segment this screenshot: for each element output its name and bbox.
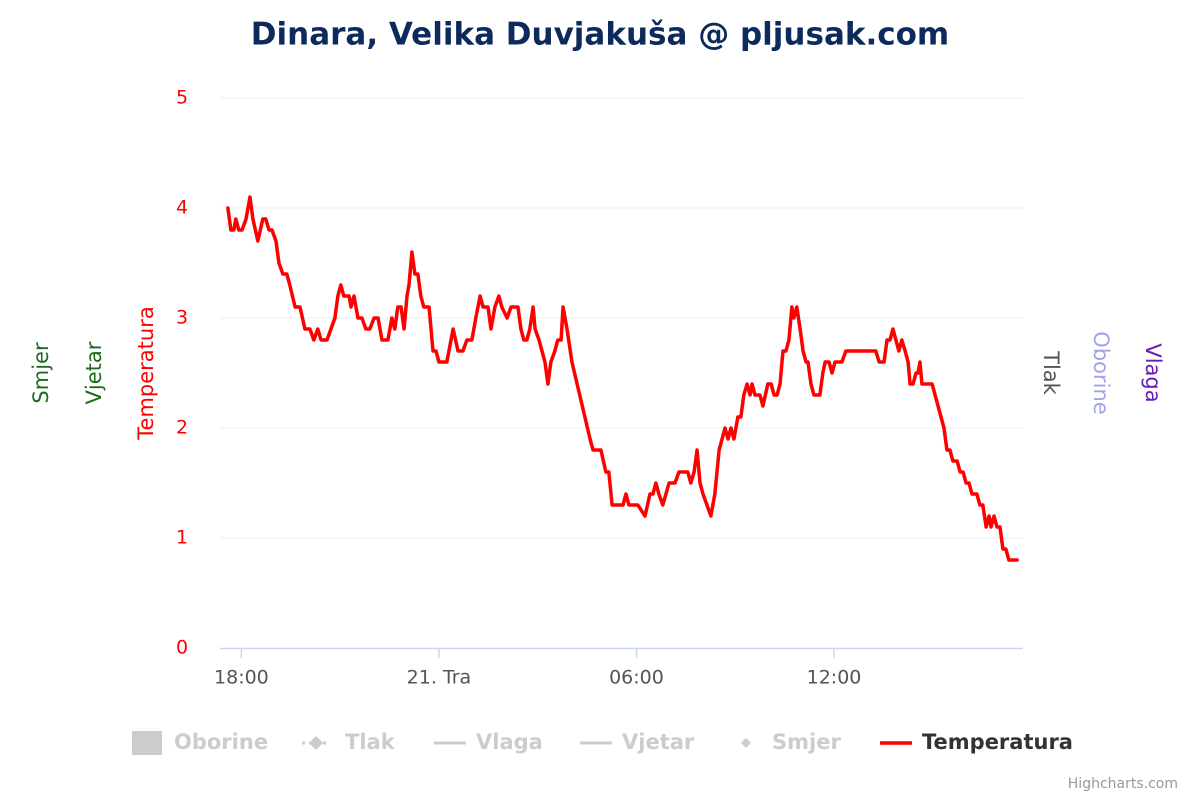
- legend-label[interactable]: Temperatura: [922, 730, 1073, 754]
- y-tick-label: 1: [176, 527, 188, 549]
- legend-symbol: [132, 731, 162, 755]
- y-tick-label: 0: [176, 637, 188, 659]
- x-tick-label: 21. Tra: [407, 667, 472, 689]
- x-tick-label: 06:00: [609, 667, 664, 689]
- chart-title: Dinara, Velika Duvjakuša @ pljusak.com: [251, 17, 949, 53]
- legend-label[interactable]: Vlaga: [476, 730, 543, 754]
- line: [226, 195, 1019, 562]
- axis-title: Smjer: [29, 342, 53, 404]
- axis-title: Oborine: [1089, 331, 1113, 414]
- y-tick-label: 5: [176, 87, 188, 109]
- y-tick-label: 3: [176, 307, 188, 329]
- axis-title: Vlaga: [1141, 343, 1165, 402]
- y-axis-title: Temperatura: [134, 306, 158, 440]
- legend-symbol: [309, 736, 323, 750]
- axis-title: Tlak: [1039, 350, 1063, 396]
- legend-label[interactable]: Smjer: [772, 730, 841, 754]
- y-tick-label: 2: [176, 417, 188, 439]
- credits[interactable]: Highcharts.com: [1068, 776, 1178, 792]
- x-tick-label: 18:00: [214, 667, 269, 689]
- legend-label[interactable]: Oborine: [174, 730, 268, 754]
- x-tick-label: 12:00: [807, 667, 862, 689]
- y-tick-label: 4: [176, 197, 188, 219]
- legend-symbol: [741, 738, 751, 748]
- axis-title: Vjetar: [82, 341, 106, 404]
- legend-label[interactable]: Vjetar: [622, 730, 695, 754]
- legend-label[interactable]: Tlak: [345, 730, 396, 754]
